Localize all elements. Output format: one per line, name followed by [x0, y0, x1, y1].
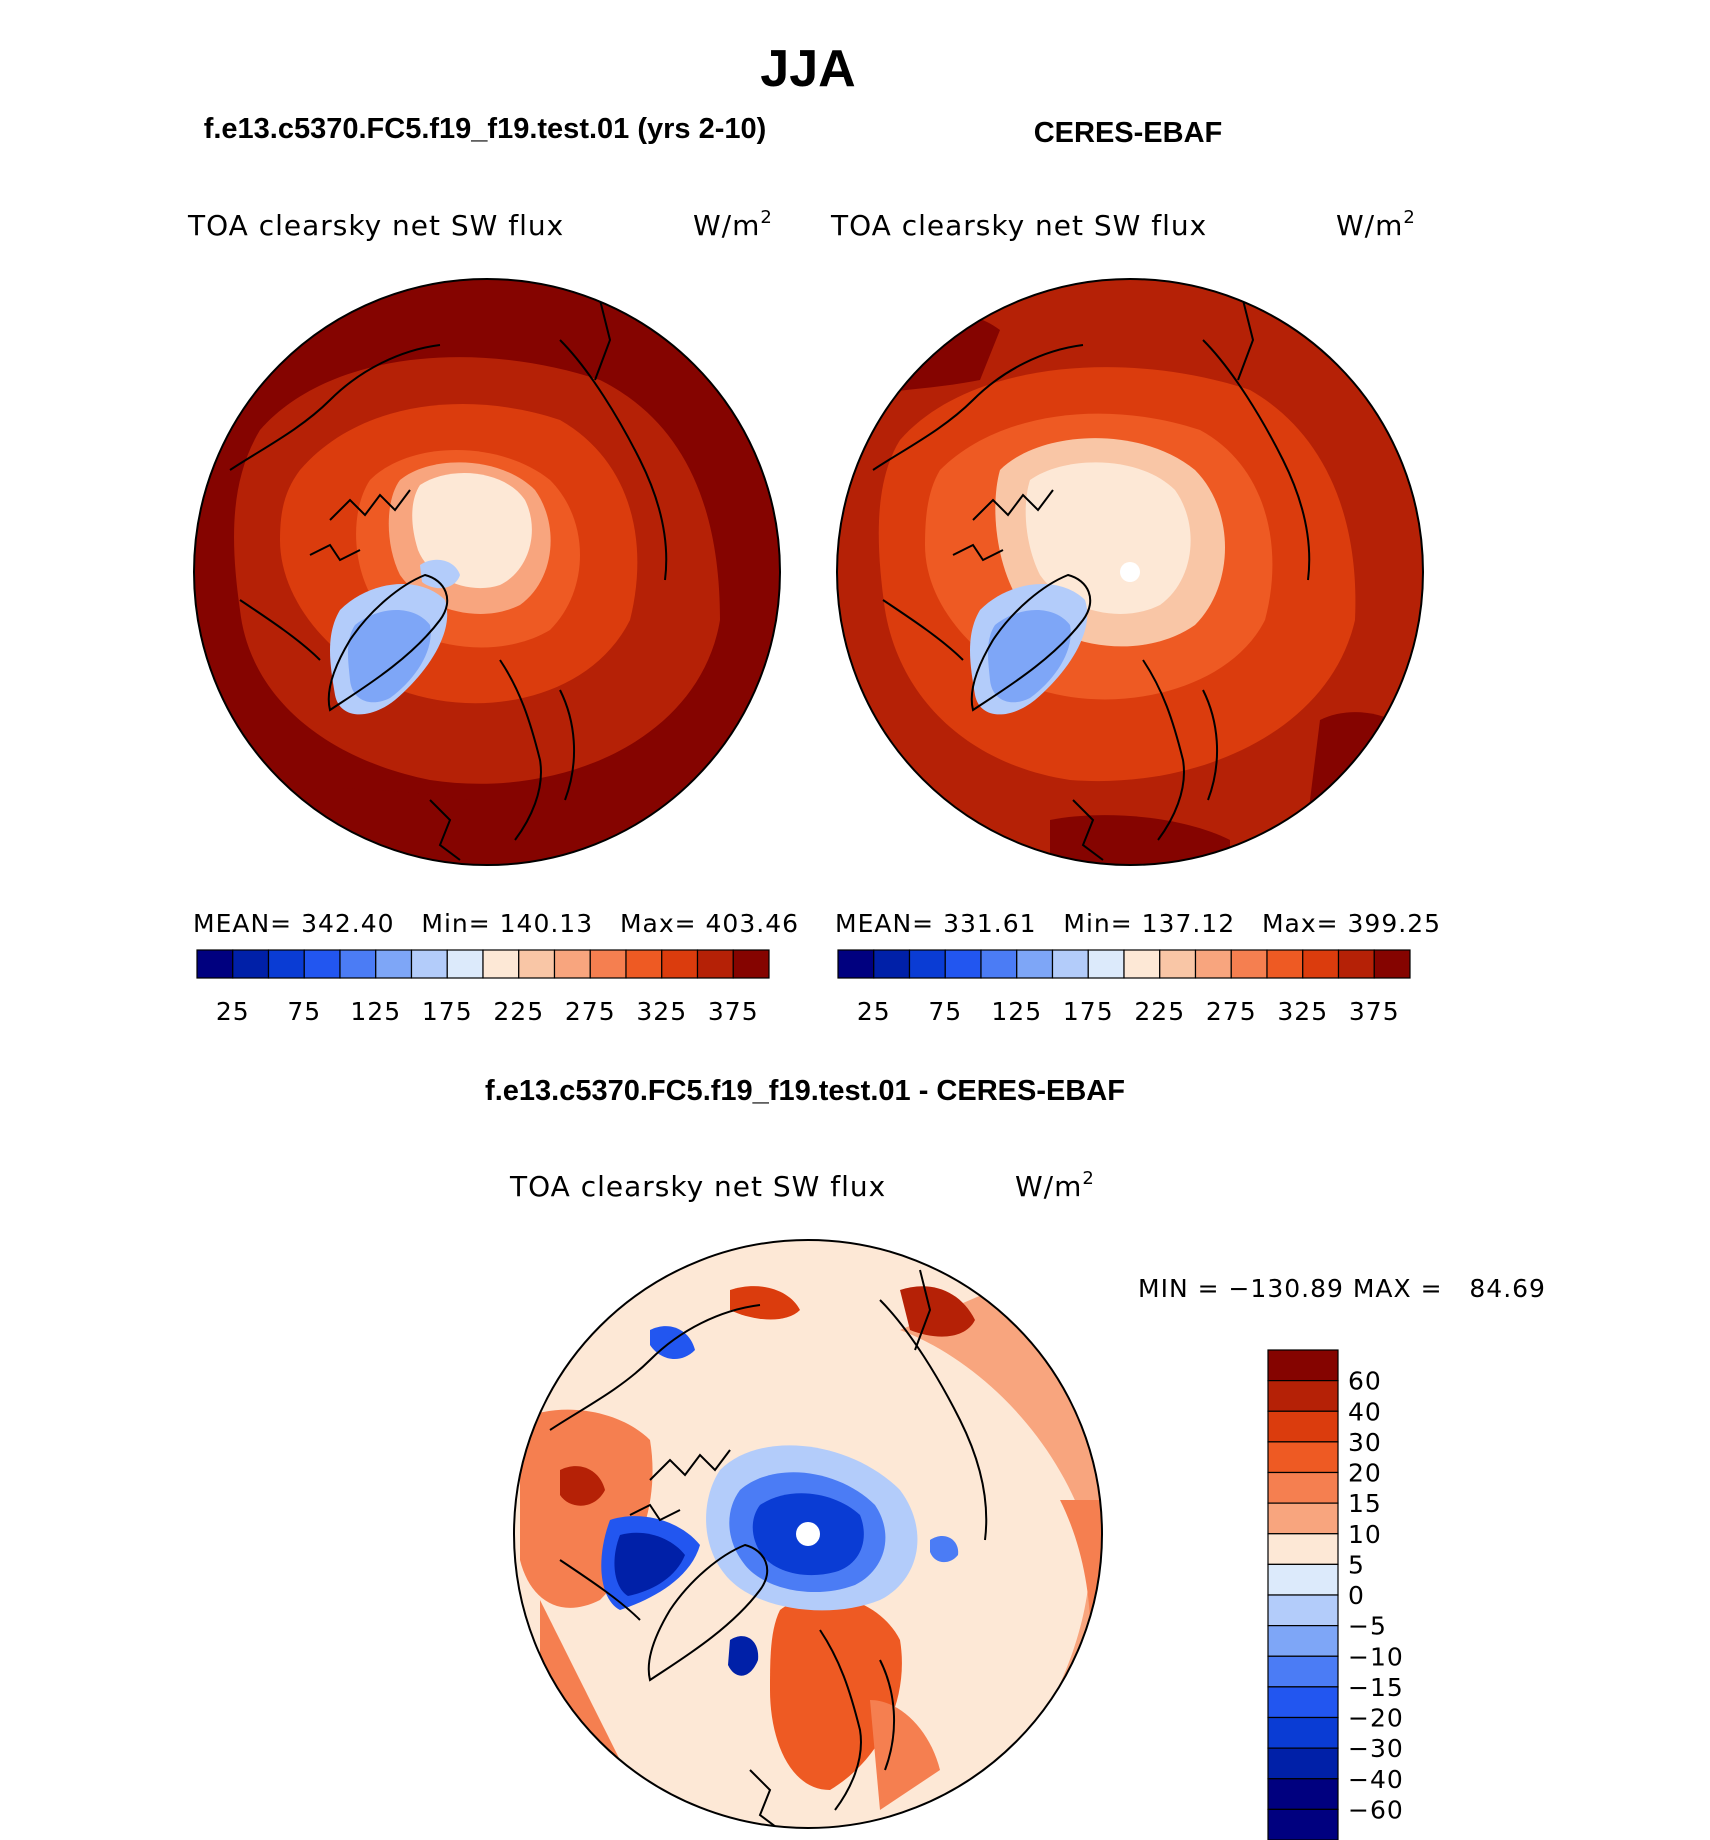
colorbar-observations-swatch	[837, 949, 875, 979]
colorbar-difference-swatch	[1267, 1778, 1339, 1810]
colorbar-model-swatch	[196, 949, 234, 979]
map-observations	[836, 278, 1424, 866]
panel-1-stats: MEAN= 342.40 Min= 140.13 Max= 403.46	[193, 909, 799, 938]
colorbar-model-swatch	[446, 949, 484, 979]
colorbar-model-tick-label: 375	[708, 997, 759, 1026]
colorbar-model-swatch	[625, 949, 663, 979]
season-title: JJA	[760, 40, 855, 98]
colorbar-difference-tick-label: 0	[1348, 1581, 1365, 1610]
diff-variable-label: TOA clearsky net SW flux	[509, 1170, 886, 1203]
colorbar-model-swatch	[696, 949, 734, 979]
colorbar-observations-swatch	[1087, 949, 1125, 979]
colorbar-observations-tick-label: 275	[1206, 997, 1257, 1026]
colorbar-model-swatch	[589, 949, 627, 979]
panel-2-stats: MEAN= 331.61 Min= 137.12 Max= 399.25	[835, 909, 1441, 938]
colorbar-model-swatch	[732, 949, 770, 979]
colorbar-model-swatch	[232, 949, 270, 979]
colorbar-model-swatch	[339, 949, 377, 979]
colorbar-difference-tick-label: 20	[1348, 1459, 1382, 1488]
colorbar-observations-swatch	[908, 949, 946, 979]
colorbar-model-swatch	[482, 949, 520, 979]
colorbar-model: 25 75 125 175 225 275 325 375	[196, 949, 770, 1026]
colorbar-difference-swatch	[1267, 1380, 1339, 1412]
colorbar-observations-swatch	[1230, 949, 1268, 979]
colorbar-difference-tick-label: −60	[1348, 1795, 1404, 1824]
colorbar-observations-swatch	[1159, 949, 1197, 979]
colorbar-difference-tick-label: 60	[1348, 1367, 1382, 1396]
colorbar-difference-swatch	[1267, 1502, 1339, 1535]
colorbar-difference-tick-label: 10	[1348, 1520, 1382, 1549]
colorbar-difference-tick-label: −5	[1348, 1612, 1387, 1641]
panel-2-case-title: CERES-EBAF	[1034, 117, 1223, 149]
colorbar-observations-swatch	[980, 949, 1018, 979]
colorbar-difference-swatch	[1267, 1349, 1339, 1382]
colorbar-observations-swatch	[1373, 949, 1411, 979]
colorbar-observations-tick-label: 175	[1063, 997, 1114, 1026]
colorbar-model-swatch	[375, 949, 413, 979]
colorbar-observations-tick-label: 75	[928, 997, 962, 1026]
colorbar-model-tick-label: 175	[422, 997, 473, 1026]
colorbar-model-tick-label: 125	[350, 997, 401, 1026]
colorbar-difference-tick-label: −40	[1348, 1765, 1404, 1794]
colorbar-difference-swatch	[1267, 1716, 1339, 1749]
colorbar-observations-swatch	[944, 949, 982, 979]
colorbar-model-swatch	[303, 949, 341, 979]
colorbar-difference-swatch	[1267, 1808, 1339, 1840]
panel-1-units: W/m2	[693, 207, 773, 242]
colorbar-model-swatch	[410, 949, 448, 979]
map-model	[193, 278, 781, 866]
colorbar-model-swatch	[661, 949, 699, 979]
colorbar-observations-tick-label: 325	[1277, 997, 1328, 1026]
panel-1-case-title: f.e13.c5370.FC5.f19_f19.test.01 (yrs 2-1…	[204, 113, 767, 145]
colorbar-difference-swatch	[1267, 1533, 1339, 1565]
colorbar-difference-tick-label: 40	[1348, 1397, 1382, 1426]
panel-2-units: W/m2	[1336, 207, 1416, 242]
colorbar-difference-tick-label: 15	[1348, 1489, 1382, 1518]
colorbar-difference-tick-label: −30	[1348, 1734, 1404, 1763]
colorbar-model-swatch	[518, 949, 556, 979]
colorbar-difference-tick-label: −20	[1348, 1704, 1404, 1733]
colorbar-observations-swatch	[873, 949, 911, 979]
colorbar-observations-swatch	[1016, 949, 1054, 979]
colorbar-difference-swatch	[1267, 1594, 1339, 1627]
diff-minmax: MIN = −130.89 MAX = 84.69	[1138, 1274, 1546, 1303]
colorbar-observations-swatch	[1051, 949, 1089, 979]
colorbar-difference-swatch	[1267, 1441, 1339, 1474]
colorbar-model-tick-label: 275	[565, 997, 616, 1026]
colorbar-observations-swatch	[1302, 949, 1340, 979]
panel-2-variable-label: TOA clearsky net SW flux	[830, 209, 1207, 242]
colorbar-difference-swatch	[1267, 1471, 1339, 1504]
colorbar-observations-swatch	[1337, 949, 1375, 979]
colorbar-difference-tick-label: 30	[1348, 1428, 1382, 1457]
colorbar-difference-tick-label: 5	[1348, 1550, 1365, 1579]
colorbar-observations-swatch	[1194, 949, 1232, 979]
colorbar-difference-swatch	[1267, 1747, 1339, 1780]
colorbar-observations-tick-label: 25	[857, 997, 891, 1026]
colorbar-difference-swatch	[1267, 1686, 1339, 1719]
colorbar-observations-swatch	[1123, 949, 1161, 979]
map-difference	[513, 1239, 1103, 1829]
diff-units: W/m2	[1015, 1168, 1095, 1203]
colorbar-model-tick-label: 75	[287, 997, 321, 1026]
colorbar-difference-swatch	[1267, 1625, 1339, 1657]
colorbar-observations-tick-label: 375	[1349, 997, 1400, 1026]
colorbar-model-tick-label: 225	[493, 997, 544, 1026]
colorbar-difference-swatch	[1267, 1410, 1339, 1443]
panel-1-variable-label: TOA clearsky net SW flux	[187, 209, 564, 242]
colorbar-difference-tick-label: −15	[1348, 1673, 1404, 1702]
colorbar-model-tick-label: 325	[636, 997, 687, 1026]
colorbar-model-swatch	[553, 949, 591, 979]
colorbar-model-swatch	[267, 949, 305, 979]
colorbar-observations: 25 75 125 175 225 275 325 375	[837, 949, 1411, 1026]
colorbar-observations-tick-label: 125	[991, 997, 1042, 1026]
diff-title: f.e13.c5370.FC5.f19_f19.test.01 - CERES-…	[485, 1075, 1125, 1107]
colorbar-model-tick-label: 25	[216, 997, 250, 1026]
colorbar-observations-swatch	[1266, 949, 1304, 979]
colorbar-difference-tick-label: −10	[1348, 1642, 1404, 1671]
colorbar-difference-swatch	[1267, 1655, 1339, 1688]
colorbar-difference-swatch	[1267, 1563, 1339, 1596]
colorbar-observations-tick-label: 225	[1134, 997, 1185, 1026]
